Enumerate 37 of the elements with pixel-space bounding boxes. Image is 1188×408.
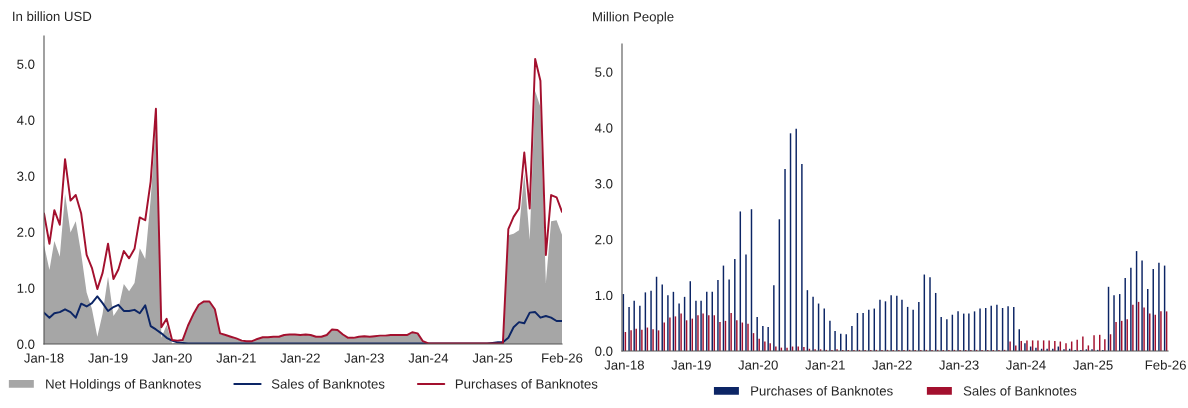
y-axis-title: In billion USD [13, 11, 92, 22]
legend-label: Sales of Banknotes [271, 378, 385, 389]
y-tick-label: 5.0 [17, 59, 35, 69]
y-tick-label: 1.0 [17, 283, 35, 293]
y-tick-label: 2.0 [595, 234, 613, 245]
legend-label: Purchases of Banknotes [455, 378, 598, 389]
x-tick-label: Jan-24 [1005, 360, 1046, 370]
x-tick-label: Jan-24 [408, 353, 449, 363]
legend-label: Sales of Banknotes [963, 385, 1077, 396]
x-tick-label: Jan-18 [604, 360, 644, 370]
legend-label: Net Holdings of Banknotes [46, 378, 201, 392]
y-tick-label: 5.0 [595, 67, 613, 77]
x-tick-label: Jan-25 [472, 353, 513, 363]
x-tick-label: Jan-21 [805, 360, 845, 370]
x-tick-label: Jan-22 [280, 353, 320, 363]
x-tick-label: Jan-19 [88, 353, 128, 363]
y-tick-label: 0.0 [595, 346, 613, 356]
x-tick-label: Feb-26 [542, 353, 583, 363]
y-tick-label: 0.0 [17, 339, 35, 349]
x-tick-label: Jan-22 [872, 360, 912, 370]
y-tick-label: 2.0 [17, 227, 35, 237]
x-tick-label: Jan-23 [939, 360, 979, 370]
y-tick-label: 4.0 [16, 115, 35, 125]
x-tick-label: Feb-26 [1145, 360, 1186, 370]
legend-label: Purchases of Banknotes [751, 385, 893, 396]
x-tick-label: Jan-19 [671, 360, 711, 370]
x-tick-label: Jan-20 [738, 360, 778, 370]
x-tick-label: Jan-23 [344, 353, 384, 363]
y-tick-label: 3.0 [17, 171, 35, 181]
y-tick-label: 1.0 [595, 290, 613, 301]
y-tick-label: 4.0 [594, 123, 613, 133]
x-tick-label: Jan-20 [152, 353, 192, 363]
y-axis-title: Million People [593, 11, 674, 25]
x-tick-label: Jan-18 [24, 353, 64, 363]
y-tick-label: 3.0 [595, 179, 613, 189]
x-tick-label: Jan-25 [1073, 360, 1113, 370]
x-tick-label: Jan-21 [216, 353, 256, 363]
